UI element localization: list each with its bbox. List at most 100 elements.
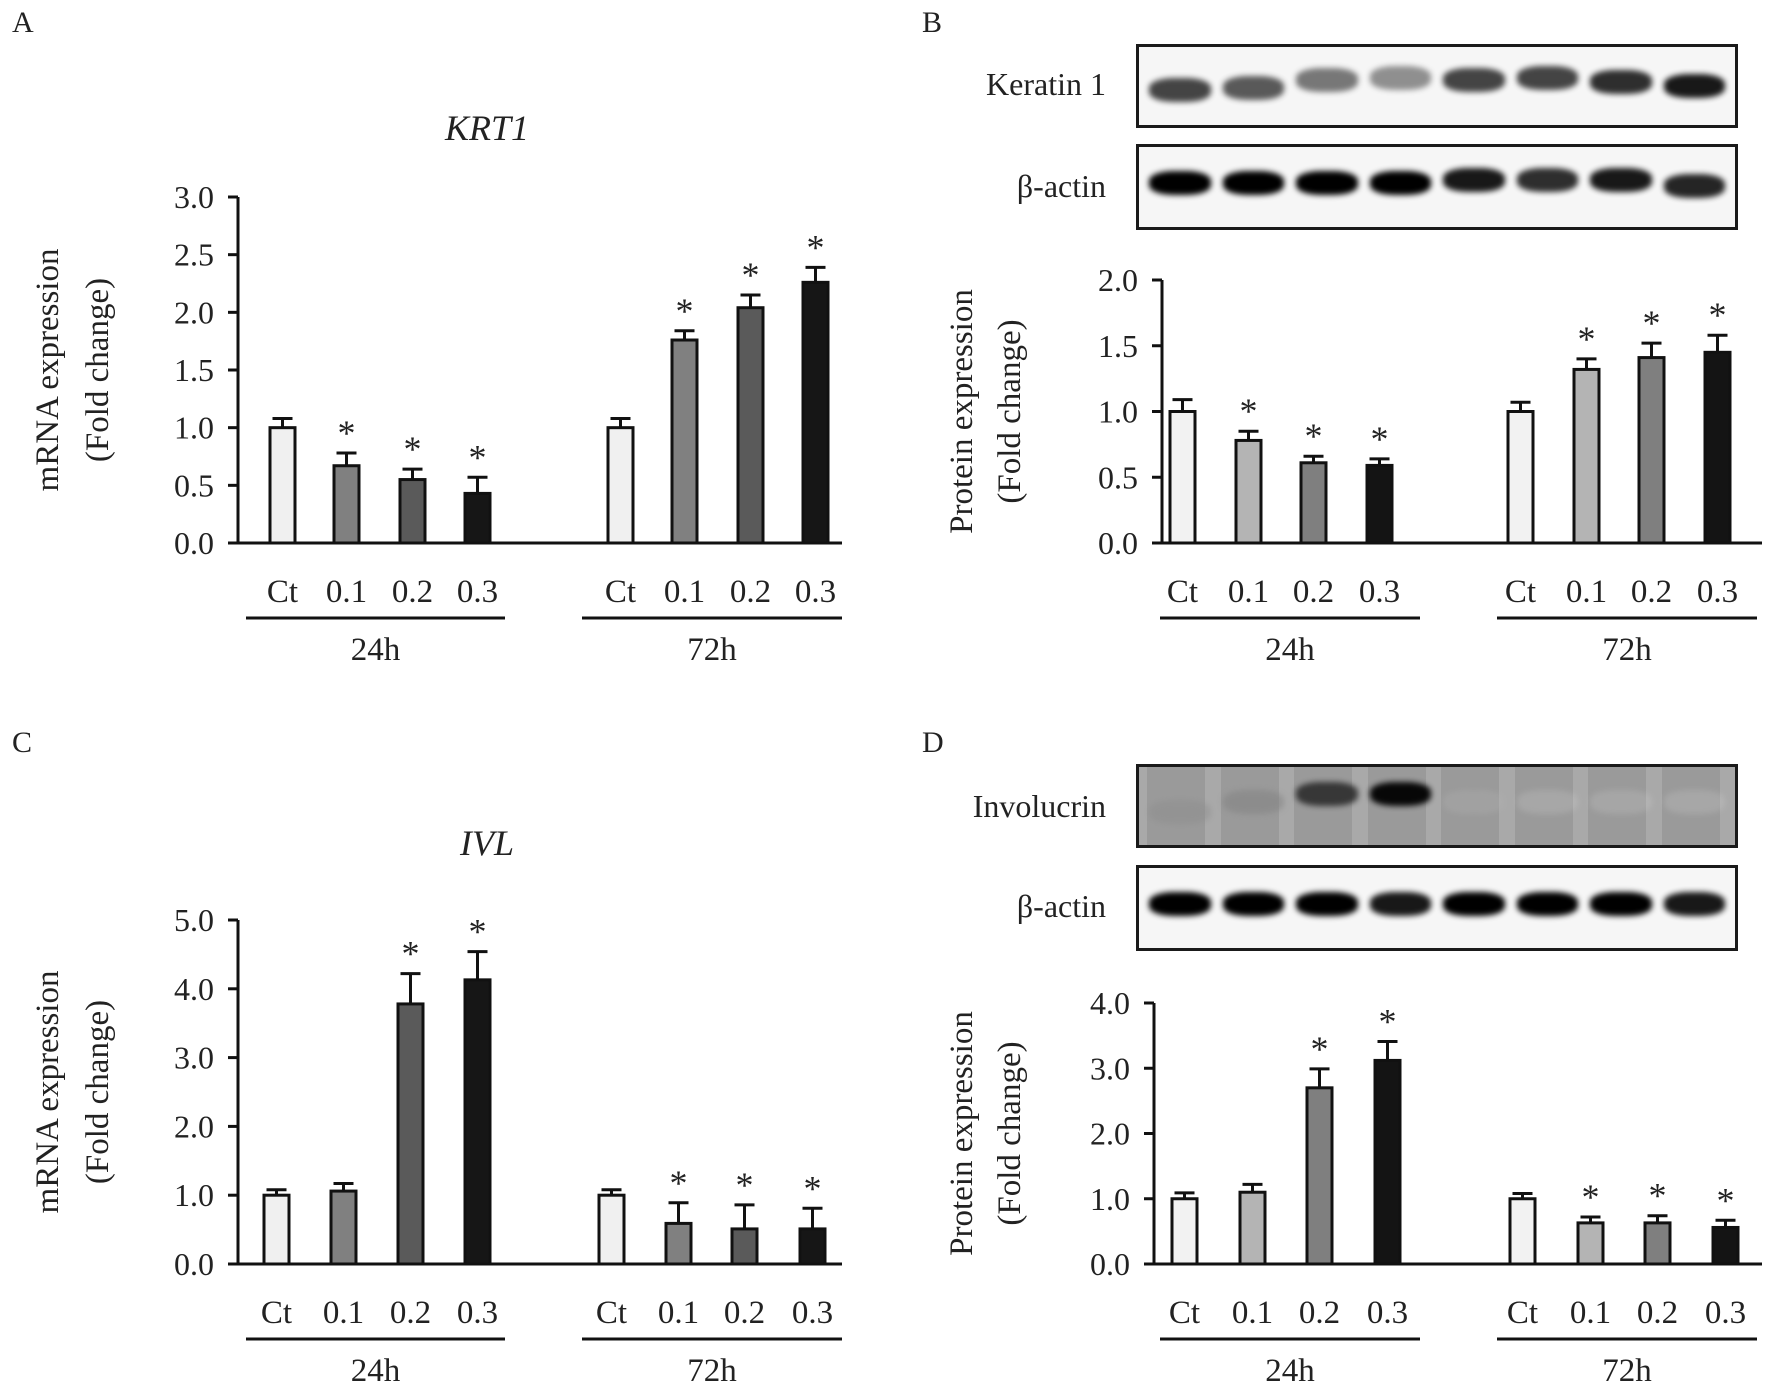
y-tick-label: 3.0	[1090, 1050, 1130, 1086]
x-category-label: 0.3	[457, 1295, 498, 1331]
bar	[1170, 1197, 1199, 1266]
bar	[268, 426, 297, 545]
blot-beta-actin-b	[1136, 144, 1738, 230]
significance-asterisk: *	[1717, 1180, 1735, 1220]
blot-band	[1663, 74, 1725, 98]
significance-asterisk: *	[736, 1165, 754, 1205]
y-tick-label: 2.0	[174, 1108, 214, 1144]
bar	[597, 1193, 626, 1266]
blot-beta-actin-d	[1136, 865, 1738, 951]
blot-band	[1590, 70, 1652, 94]
y-tick-label: 0.5	[1098, 459, 1138, 495]
y-tick-label: 0.0	[1090, 1246, 1130, 1282]
significance-asterisk: *	[1240, 391, 1258, 431]
bar	[730, 1227, 759, 1266]
bar	[463, 978, 492, 1266]
bar	[1572, 367, 1601, 545]
bar	[1576, 1221, 1605, 1266]
bar	[329, 1189, 358, 1266]
bar	[1305, 1086, 1334, 1266]
blot-band	[1516, 168, 1578, 192]
x-category-label: 0.2	[730, 574, 771, 610]
significance-asterisk: *	[807, 227, 825, 267]
bar	[1643, 1221, 1672, 1266]
bar	[1238, 1190, 1267, 1266]
x-group-label: 72h	[687, 1353, 737, 1389]
y-tick-label: 4.0	[1090, 985, 1130, 1021]
significance-asterisk: *	[1582, 1177, 1600, 1217]
bar	[1299, 461, 1328, 545]
significance-asterisk: *	[670, 1163, 688, 1203]
x-category-label: Ct	[267, 574, 298, 610]
x-category-label: 0.1	[664, 574, 705, 610]
y-tick-label: 1.0	[1098, 394, 1138, 430]
chart-involucrin-protein: Protein expression (Fold change) 0.0 1.0 2.0…	[944, 985, 1762, 1389]
y-tick-label: 1.0	[1090, 1181, 1130, 1217]
bar	[262, 1193, 291, 1266]
x-group-label: 72h	[1602, 632, 1652, 668]
bar	[736, 306, 765, 545]
x-category-label: Ct	[1169, 1295, 1200, 1331]
panel-letter-c: C	[12, 726, 33, 759]
chart-title: IVL	[459, 823, 514, 863]
x-group-label: 24h	[351, 1353, 401, 1389]
blot-band	[1222, 892, 1284, 916]
x-category-label: 0.1	[1570, 1295, 1611, 1331]
x-category-label: 0.3	[457, 574, 498, 610]
significance-asterisk: *	[1578, 319, 1596, 359]
x-category-label: 0.1	[326, 574, 367, 610]
significance-asterisk: *	[402, 934, 420, 974]
x-category-label: 0.1	[1566, 574, 1607, 610]
x-category-label: 0.2	[724, 1295, 765, 1331]
y-tick-label: 2.5	[174, 237, 214, 273]
blot-label-keratin1: Keratin 1	[986, 66, 1106, 102]
bar	[1637, 356, 1666, 545]
blot-band	[1296, 892, 1358, 916]
blot-band	[1222, 171, 1284, 195]
blot-band	[1149, 800, 1211, 824]
y-tick-label: 4.0	[174, 971, 214, 1007]
y-tick-label: 0.0	[1098, 525, 1138, 561]
x-category-label: 0.2	[1637, 1295, 1678, 1331]
x-category-label: 0.2	[1293, 574, 1334, 610]
significance-asterisk: *	[804, 1168, 822, 1208]
significance-asterisk: *	[338, 413, 356, 453]
y-tick-label: 3.0	[174, 179, 214, 215]
significance-asterisk: *	[1311, 1029, 1329, 1069]
y-tick-label: 1.0	[174, 1177, 214, 1213]
significance-asterisk: *	[1305, 416, 1323, 456]
significance-asterisk: *	[469, 912, 487, 952]
significance-asterisk: *	[404, 429, 422, 469]
blot-band	[1590, 892, 1652, 916]
blot-band	[1149, 78, 1211, 102]
bar	[463, 491, 492, 545]
y-tick-label: 2.0	[1090, 1116, 1130, 1152]
blot-band	[1222, 76, 1284, 100]
bar	[1365, 463, 1394, 545]
x-category-label: 0.1	[1232, 1295, 1273, 1331]
blot-band	[1369, 171, 1431, 195]
blot-band	[1663, 892, 1725, 916]
x-category-label: 0.3	[795, 574, 836, 610]
bar	[1711, 1225, 1740, 1266]
chart-keratin1-protein: Protein expression (Fold change) 0.0 0.5 1.0…	[944, 262, 1762, 668]
bar	[1508, 1197, 1537, 1266]
blot-band	[1222, 790, 1284, 814]
blot-band	[1443, 790, 1505, 814]
blot-band	[1369, 782, 1431, 806]
y-tick-label: 2.0	[174, 294, 214, 330]
x-group-label: 72h	[687, 632, 737, 668]
significance-asterisk: *	[1379, 1001, 1397, 1041]
blot-band	[1369, 892, 1431, 916]
blot-band	[1516, 790, 1578, 814]
significance-asterisk: *	[1709, 295, 1727, 335]
bar	[801, 280, 830, 545]
x-category-label: Ct	[1507, 1295, 1538, 1331]
y-axis-label: (Fold change)	[992, 1041, 1028, 1225]
y-axis-label: Protein expression	[944, 1011, 980, 1256]
x-category-label: 0.2	[1299, 1295, 1340, 1331]
panel-letter-b: B	[922, 6, 943, 39]
x-group-label: 24h	[1265, 1353, 1315, 1389]
bar	[1373, 1058, 1402, 1266]
blot-band	[1516, 892, 1578, 916]
